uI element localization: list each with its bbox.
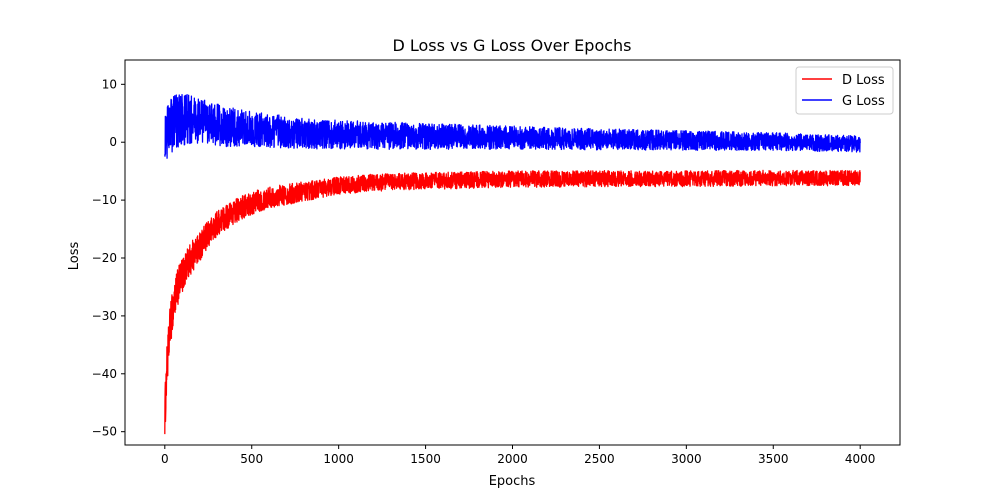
x-tick-label: 3500 [758, 452, 789, 466]
x-tick-label: 1500 [410, 452, 441, 466]
x-tick-label: 2000 [497, 452, 528, 466]
x-tick-label: 2500 [584, 452, 615, 466]
x-tick-label: 3000 [671, 452, 702, 466]
x-axis: 0 500 1000 1500 2000 2500 3000 3500 4000 [161, 445, 875, 466]
series-line-d-loss [164, 169, 861, 435]
x-tick-label: 4000 [845, 452, 876, 466]
y-tick-label: 0 [109, 135, 117, 149]
y-axis-label: Loss [67, 242, 82, 271]
series-layer [164, 93, 861, 435]
x-tick-label: 1000 [323, 452, 354, 466]
x-tick-label: 0 [161, 452, 169, 466]
legend-label-g-loss: G Loss [842, 94, 885, 109]
series-line-g-loss [164, 93, 861, 159]
y-tick-label: −40 [92, 367, 117, 381]
legend: D Loss G Loss [795, 66, 894, 115]
y-axis: 10 0 −10 −20 −30 −40 −50 [92, 77, 125, 439]
y-tick-label: 10 [102, 77, 117, 91]
y-tick-label: −30 [92, 309, 117, 323]
chart-title: D Loss vs G Loss Over Epochs [392, 36, 631, 55]
x-axis-label: Epochs [489, 474, 536, 489]
legend-label-d-loss: D Loss [842, 73, 885, 88]
y-tick-label: −20 [92, 251, 117, 265]
y-tick-label: −10 [92, 193, 117, 207]
y-tick-label: −50 [92, 425, 117, 439]
x-tick-label: 500 [240, 452, 263, 466]
